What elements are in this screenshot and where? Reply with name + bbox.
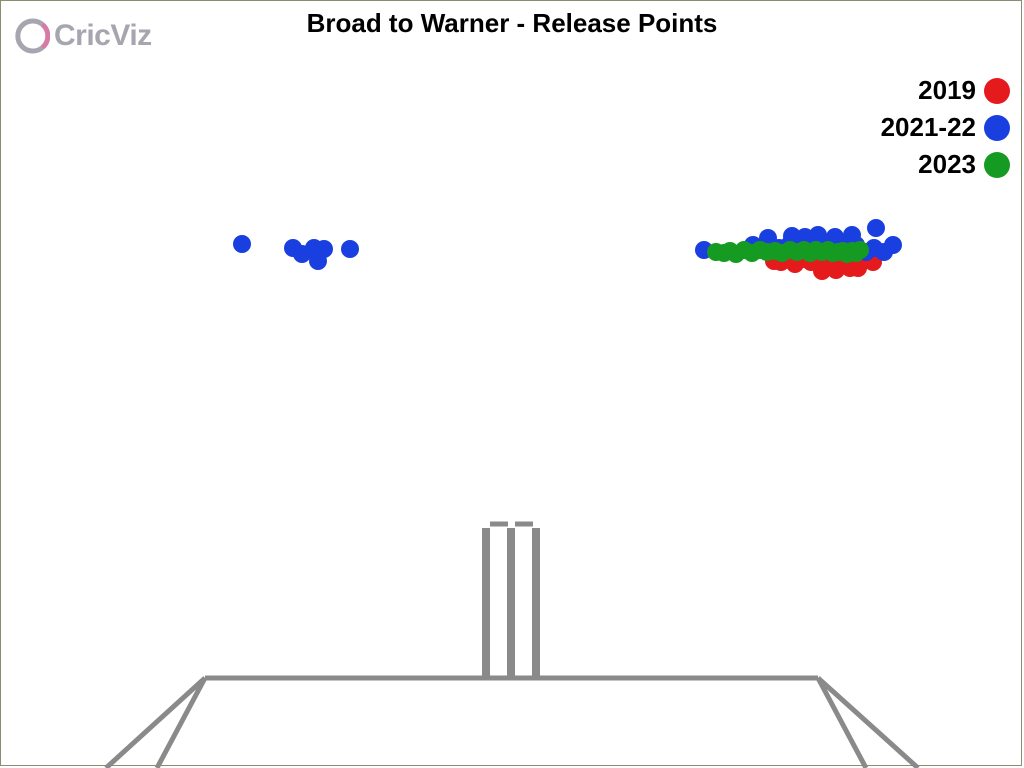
data-point <box>884 236 902 254</box>
data-point <box>233 235 251 253</box>
data-point <box>315 240 333 258</box>
scatter-plot <box>0 0 1024 768</box>
data-point <box>341 240 359 258</box>
data-point <box>851 241 869 259</box>
data-point <box>867 219 885 237</box>
